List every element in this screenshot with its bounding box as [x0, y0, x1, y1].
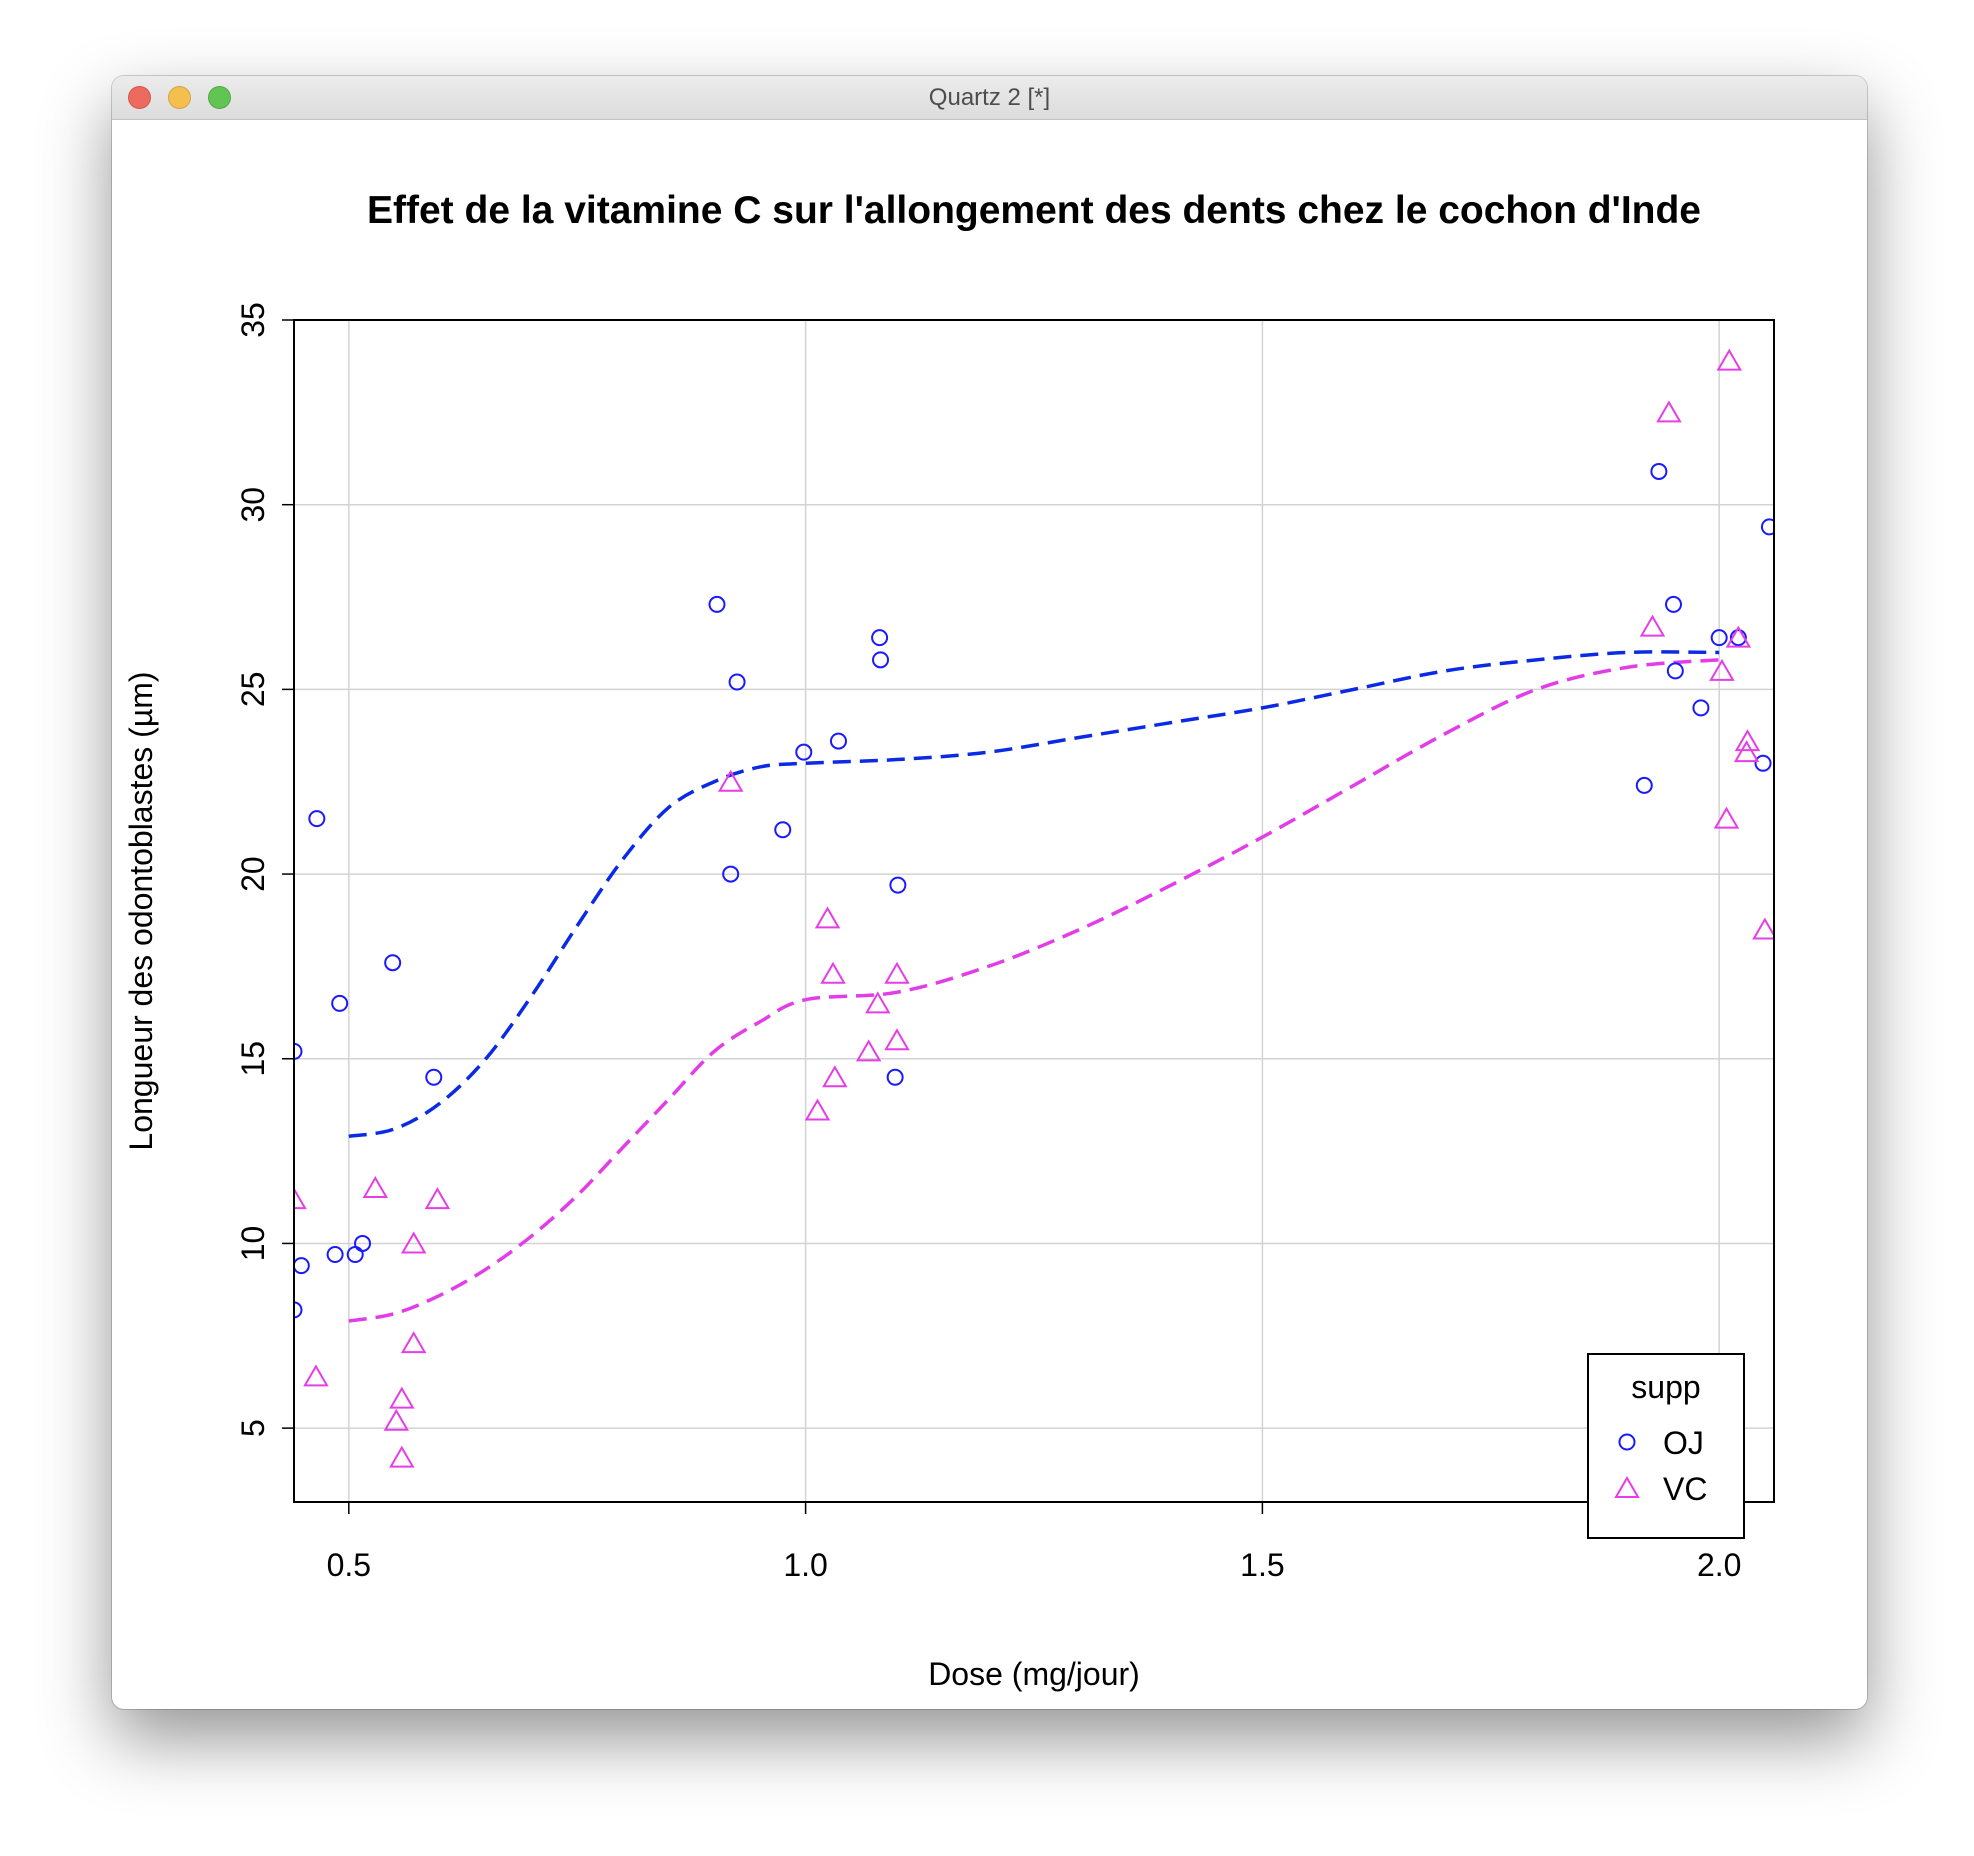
oj-point — [1729, 629, 1747, 647]
vc-point — [814, 906, 841, 929]
oj-point — [1635, 776, 1653, 794]
vc-point — [362, 1176, 389, 1199]
vc-point — [855, 1039, 882, 1062]
close-button[interactable] — [128, 86, 151, 109]
vc-point — [820, 961, 846, 984]
vc-point — [294, 1187, 307, 1210]
legend-oj-label: OJ — [1663, 1425, 1704, 1461]
x-tick-label: 2.0 — [1697, 1547, 1741, 1583]
vc-point — [1733, 740, 1760, 763]
oj-point — [294, 1257, 310, 1275]
y-tick-label: 10 — [235, 1226, 271, 1262]
oj-point — [886, 1068, 904, 1086]
oj-point — [889, 876, 907, 894]
grid-lines — [294, 319, 1774, 1502]
vc-point — [1713, 806, 1740, 829]
y-tick-label: 30 — [235, 487, 271, 523]
window-title: Quartz 2 [*] — [928, 84, 1051, 111]
vc-point — [424, 1187, 451, 1210]
oj-point — [294, 1042, 303, 1060]
vc-point — [1752, 917, 1774, 940]
x-tick-label: 1.0 — [783, 1547, 827, 1583]
y-tick-label: 20 — [235, 856, 271, 892]
oj-point — [708, 595, 726, 613]
oj-point — [1760, 518, 1774, 536]
title-bar[interactable]: Quartz 2 [*] — [112, 76, 1867, 120]
legend-oj-marker — [1618, 1433, 1636, 1451]
smooth-line-oj — [348, 650, 1720, 1139]
oj-point — [722, 865, 740, 883]
vc-point — [1656, 400, 1682, 423]
oj-point — [326, 1246, 344, 1264]
x-tick-label: 1.5 — [1240, 1547, 1284, 1583]
vc-point — [884, 961, 910, 984]
vc-point — [389, 1386, 415, 1409]
oj-point — [1666, 662, 1684, 680]
legend: supp OJ VC — [1587, 1353, 1745, 1539]
zoom-button[interactable] — [208, 86, 231, 109]
y-tick-label: 15 — [235, 1041, 271, 1077]
data-points — [294, 348, 1774, 1468]
oj-point — [308, 810, 326, 828]
oj-point — [1650, 462, 1668, 480]
oj-point — [294, 1301, 303, 1319]
x-tick-label: 0.5 — [327, 1547, 371, 1583]
oj-point — [728, 673, 746, 691]
oj-point — [1710, 629, 1728, 647]
vc-point — [400, 1231, 427, 1254]
oj-point — [871, 629, 889, 647]
vc-point — [865, 991, 891, 1014]
smooth-line-vc — [348, 658, 1720, 1323]
oj-point — [795, 743, 813, 761]
plot-frame — [293, 319, 1775, 1503]
y-tick-label: 25 — [235, 672, 271, 708]
vc-point — [389, 1445, 415, 1468]
oj-point — [384, 954, 402, 972]
oj-point — [1692, 699, 1710, 717]
oj-point — [331, 994, 349, 1012]
oj-point — [829, 732, 847, 750]
vc-point — [383, 1408, 410, 1431]
oj-point — [774, 821, 792, 839]
y-tick-label: 5 — [235, 1419, 271, 1437]
vc-point — [822, 1065, 848, 1088]
legend-vc-marker — [1614, 1476, 1640, 1498]
vc-point — [884, 1028, 910, 1051]
oj-point — [1665, 595, 1683, 613]
oj-point — [872, 651, 890, 669]
legend-title: supp — [1631, 1369, 1700, 1405]
legend-vc-label: VC — [1663, 1471, 1707, 1507]
oj-point — [354, 1234, 372, 1252]
plot-canvas: Effet de la vitamine C sur l'allongement… — [123, 189, 1775, 1692]
vc-point — [1734, 729, 1761, 752]
y-tick-label: 35 — [235, 302, 271, 338]
vc-point — [1725, 625, 1752, 648]
oj-point — [1754, 754, 1772, 772]
y-axis-label: Longueur des odontoblastes (µm) — [123, 671, 159, 1150]
vc-point — [1709, 658, 1735, 681]
vc-point — [804, 1098, 831, 1121]
legend-box — [1587, 1353, 1745, 1539]
chart-title: Effet de la vitamine C sur l'allongement… — [367, 189, 1701, 232]
vc-point — [1716, 348, 1742, 371]
vc-point — [303, 1364, 329, 1387]
oj-point — [346, 1246, 364, 1264]
smooth-lines — [348, 650, 1720, 1323]
minimize-button[interactable] — [168, 86, 191, 109]
oj-point — [425, 1068, 443, 1086]
axes: 0.5 1.0 1.5 2.0 5 10 15 20 25 30 35 — [235, 302, 1741, 1583]
vc-point — [1639, 614, 1666, 637]
vc-point — [400, 1331, 427, 1354]
vc-point — [717, 769, 744, 792]
plot-window: Quartz 2 [*] Effet de la vitamine C sur … — [112, 76, 1867, 1709]
x-axis-label: Dose (mg/jour) — [928, 1656, 1140, 1692]
